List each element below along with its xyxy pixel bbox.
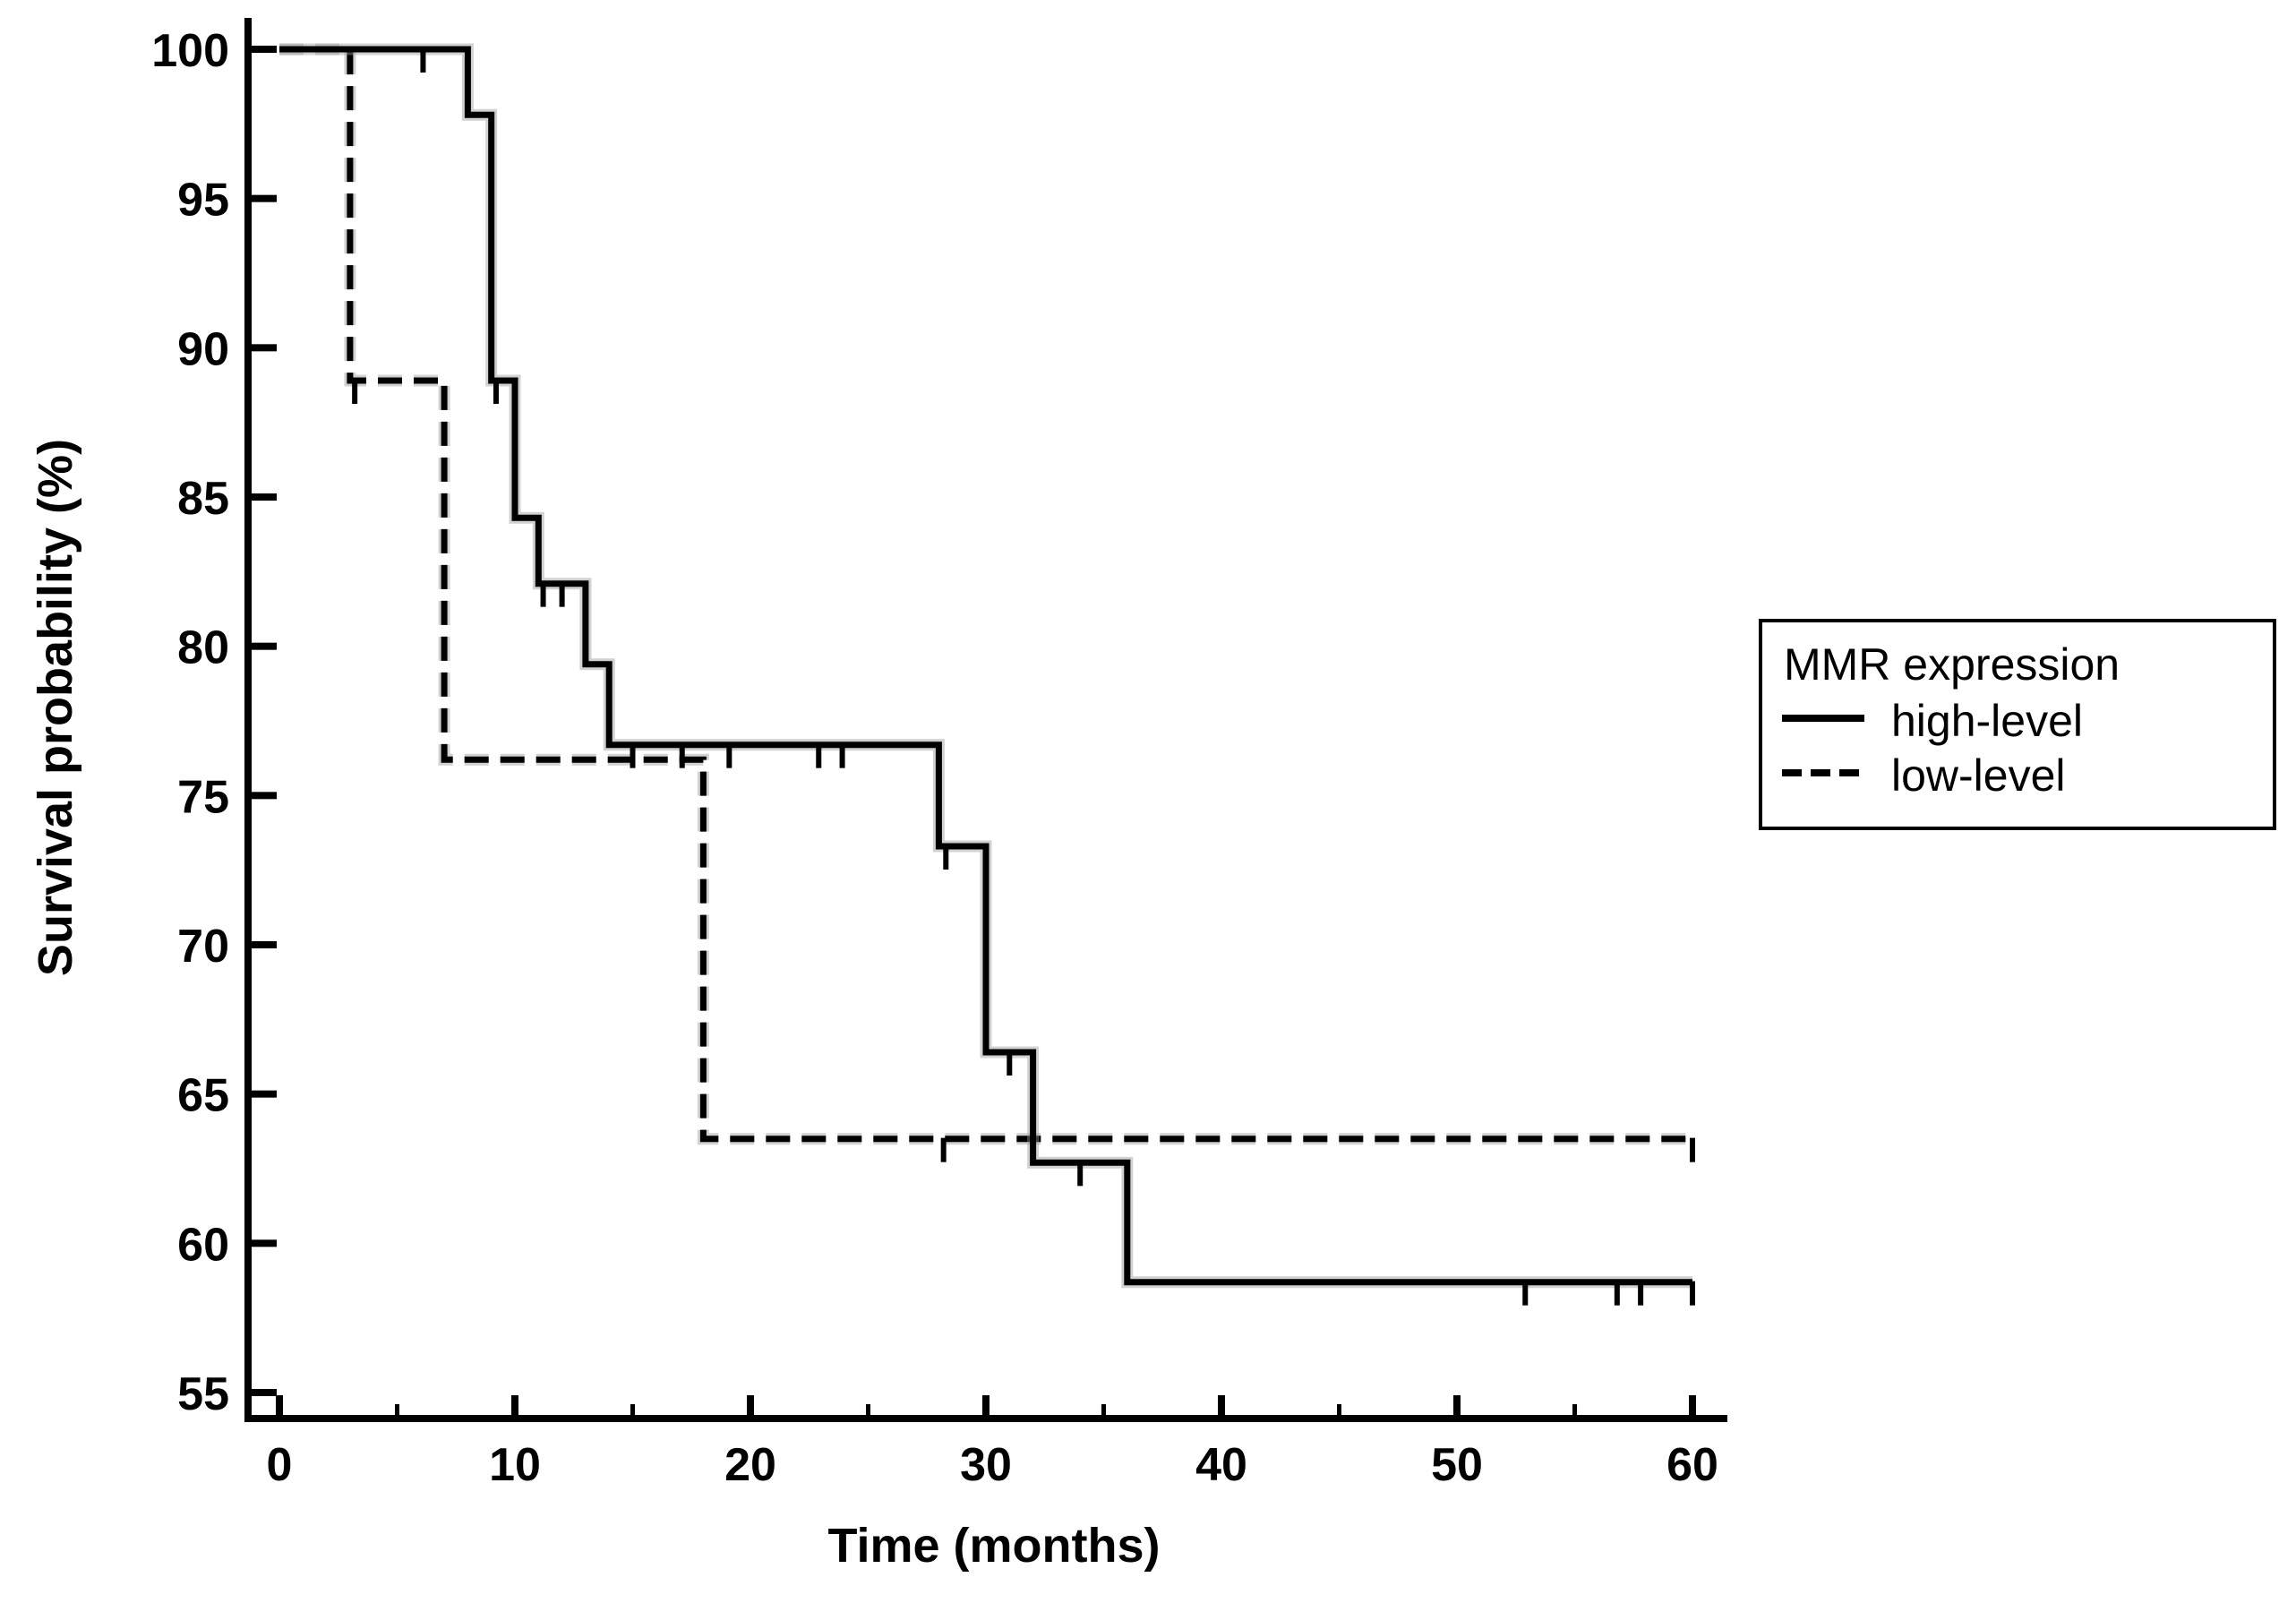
censor-tick-high-level bbox=[1638, 1281, 1644, 1306]
legend-item-label: low-level bbox=[1891, 750, 2066, 801]
legend-title: MMR expression bbox=[1784, 639, 2120, 690]
x-tick-label: 50 bbox=[1431, 1439, 1483, 1491]
x-axis-line bbox=[244, 1415, 1727, 1422]
censor-tick-high-level bbox=[493, 379, 499, 404]
censor-tick-high-level bbox=[630, 743, 636, 768]
x-major-tick bbox=[276, 1395, 283, 1415]
y-tick-label: 100 bbox=[151, 25, 229, 77]
y-tick bbox=[251, 1239, 277, 1247]
y-tick-label: 60 bbox=[177, 1219, 229, 1271]
x-tick-label: 30 bbox=[960, 1439, 1012, 1491]
x-tick-label: 20 bbox=[724, 1439, 776, 1491]
y-tick-label: 85 bbox=[177, 473, 229, 525]
y-tick bbox=[251, 940, 277, 948]
y-tick bbox=[251, 344, 277, 352]
censor-tick-high-level bbox=[943, 844, 949, 870]
censor-tick-high-level bbox=[540, 582, 546, 607]
x-minor-tick bbox=[1337, 1404, 1341, 1415]
x-minor-tick bbox=[630, 1404, 635, 1415]
x-minor-tick bbox=[1101, 1404, 1106, 1415]
censor-tick-high-level bbox=[1522, 1281, 1529, 1306]
censor-tick-high-level bbox=[1007, 1050, 1013, 1076]
x-minor-tick bbox=[866, 1404, 870, 1415]
censor-tick-high-level bbox=[1614, 1281, 1620, 1306]
censor-tick-high-level bbox=[839, 743, 845, 768]
y-tick-label: 95 bbox=[177, 175, 229, 227]
x-major-tick bbox=[1453, 1395, 1461, 1415]
y-tick-label: 70 bbox=[177, 921, 229, 973]
y-tick bbox=[251, 194, 277, 202]
y-tick-label: 80 bbox=[177, 622, 229, 674]
y-tick bbox=[251, 46, 277, 53]
x-major-tick bbox=[511, 1395, 518, 1415]
series-curve-high-level bbox=[279, 46, 1692, 1286]
y-tick-label: 55 bbox=[177, 1368, 229, 1420]
censor-tick-low-level bbox=[1690, 1137, 1695, 1162]
y-tick bbox=[251, 792, 277, 800]
y-tick bbox=[251, 1388, 277, 1396]
x-major-tick bbox=[1218, 1395, 1225, 1415]
y-tick bbox=[251, 642, 277, 650]
censor-tick-low-level bbox=[352, 379, 358, 404]
x-tick-label: 40 bbox=[1195, 1439, 1247, 1491]
x-major-tick bbox=[747, 1395, 754, 1415]
series-curve-low-level bbox=[279, 46, 1692, 1143]
y-tick bbox=[251, 493, 277, 501]
censor-tick-high-level bbox=[1077, 1162, 1084, 1187]
censor-tick-high-level bbox=[726, 743, 732, 768]
x-tick-label: 10 bbox=[489, 1439, 541, 1491]
censor-tick-high-level bbox=[559, 582, 565, 607]
y-axis-title: Survival probability (%) bbox=[29, 439, 82, 976]
y-axis-line bbox=[244, 18, 252, 1422]
x-minor-tick bbox=[395, 1404, 399, 1415]
censor-tick-high-level bbox=[679, 743, 685, 768]
censor-tick-low-level bbox=[940, 1137, 947, 1162]
y-tick-label: 65 bbox=[177, 1070, 229, 1122]
x-major-tick bbox=[1689, 1395, 1696, 1415]
censor-tick-high-level bbox=[420, 48, 426, 73]
x-axis-title: Time (months) bbox=[827, 1519, 1160, 1573]
censor-tick-high-level bbox=[1690, 1281, 1695, 1306]
x-tick-label: 60 bbox=[1666, 1439, 1718, 1491]
x-major-tick bbox=[982, 1395, 990, 1415]
x-minor-tick bbox=[1572, 1404, 1577, 1415]
x-tick-label: 0 bbox=[267, 1439, 293, 1491]
y-tick-label: 90 bbox=[177, 323, 229, 375]
y-tick-label: 75 bbox=[177, 771, 229, 823]
censor-tick-high-level bbox=[816, 743, 822, 768]
y-tick bbox=[251, 1090, 277, 1098]
legend-box bbox=[1759, 619, 2276, 830]
legend-item-label: high-level bbox=[1891, 696, 2083, 746]
